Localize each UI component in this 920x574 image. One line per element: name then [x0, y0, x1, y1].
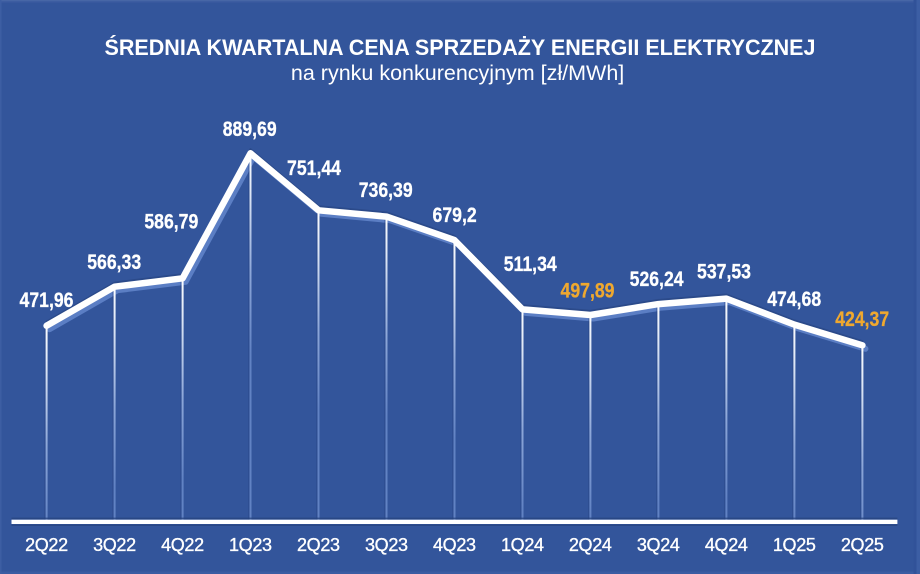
svg-text:751,44: 751,44 [287, 156, 341, 180]
svg-text:474,68: 474,68 [767, 287, 821, 311]
svg-text:3Q23: 3Q23 [365, 535, 408, 555]
svg-text:3Q22: 3Q22 [93, 535, 136, 555]
svg-text:2Q22: 2Q22 [25, 535, 68, 555]
svg-text:2Q25: 2Q25 [841, 535, 884, 555]
svg-text:ŚREDNIA KWARTALNA CENA SPRZEDA: ŚREDNIA KWARTALNA CENA SPRZEDAŻY ENERGII… [105, 35, 816, 60]
svg-text:566,33: 566,33 [87, 250, 141, 274]
svg-text:586,79: 586,79 [144, 210, 198, 234]
svg-text:1Q25: 1Q25 [773, 535, 816, 555]
svg-text:2Q23: 2Q23 [297, 535, 340, 555]
svg-text:2Q24: 2Q24 [569, 535, 612, 555]
svg-text:679,2: 679,2 [433, 204, 477, 228]
svg-text:4Q24: 4Q24 [705, 535, 748, 555]
svg-text:526,24: 526,24 [630, 268, 684, 292]
svg-text:736,39: 736,39 [359, 178, 413, 202]
svg-text:4Q23: 4Q23 [433, 535, 476, 555]
svg-text:na rynku konkurencyjnym [zł/MW: na rynku konkurencyjnym [zł/MWh] [291, 61, 624, 85]
svg-text:1Q23: 1Q23 [229, 535, 272, 555]
svg-text:889,69: 889,69 [223, 117, 277, 141]
svg-text:1Q24: 1Q24 [501, 535, 544, 555]
svg-text:511,34: 511,34 [504, 252, 557, 276]
svg-text:497,89: 497,89 [561, 279, 615, 303]
svg-text:424,37: 424,37 [835, 307, 889, 331]
svg-text:471,96: 471,96 [20, 288, 74, 312]
svg-text:4Q22: 4Q22 [161, 535, 204, 555]
svg-text:3Q24: 3Q24 [637, 535, 680, 555]
svg-text:537,53: 537,53 [697, 260, 751, 284]
